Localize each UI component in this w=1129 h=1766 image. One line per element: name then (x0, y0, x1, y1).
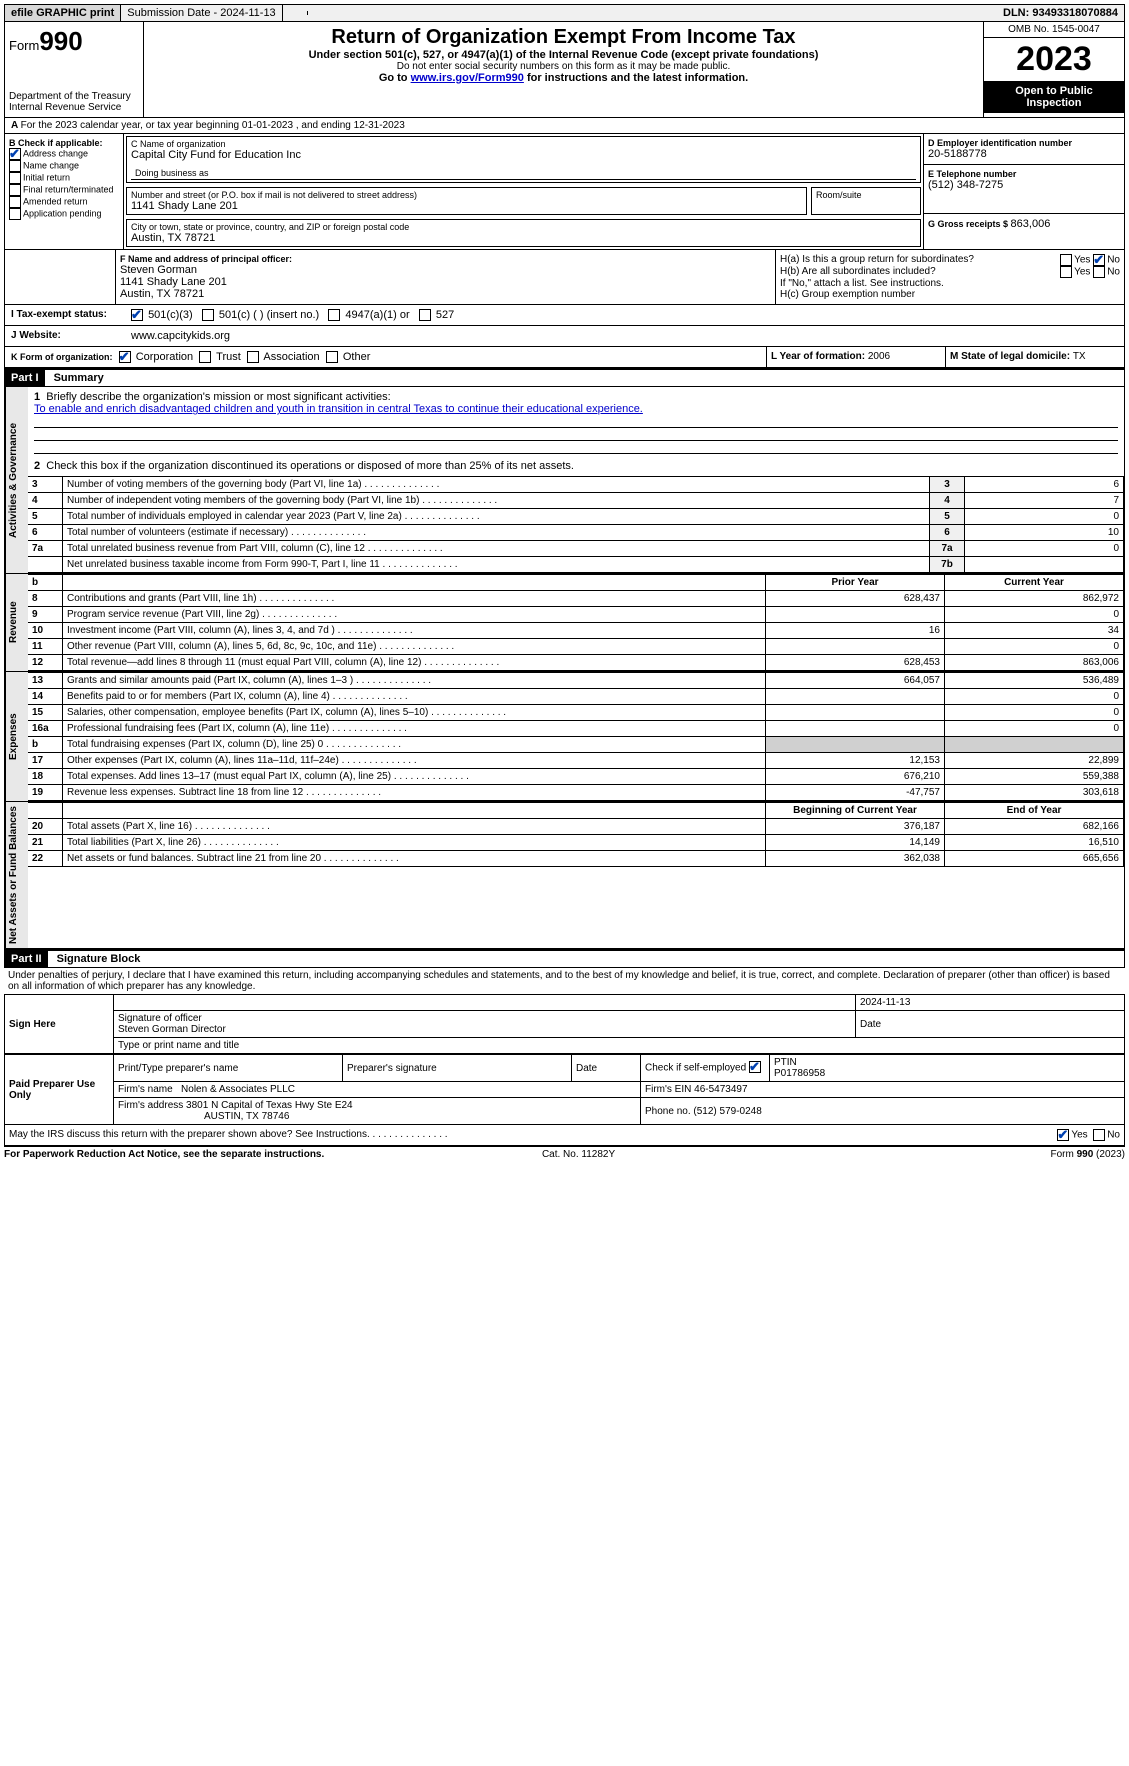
klm-row: K Form of organization: Corporation Trus… (4, 347, 1125, 368)
website-value: www.capcitykids.org (131, 330, 230, 342)
firm-addr1: 3801 N Capital of Texas Hwy Ste E24 (186, 1100, 353, 1111)
checkbox-other[interactable] (326, 351, 338, 363)
governance-table: 3 Number of voting members of the govern… (28, 476, 1124, 573)
tax-exempt-row: I Tax-exempt status: 501(c)(3) 501(c) ( … (4, 305, 1125, 326)
state-domicile: TX (1073, 351, 1086, 362)
subtitle-section: Under section 501(c), 527, or 4947(a)(1)… (148, 49, 979, 61)
paid-preparer-label: Paid Preparer Use Only (5, 1055, 114, 1125)
part1-header: Part I Summary (4, 368, 1125, 387)
vlabel-expenses: Expenses (5, 672, 28, 801)
vlabel-netassets: Net Assets or Fund Balances (5, 802, 28, 948)
sign-here-label: Sign Here (5, 995, 114, 1054)
netassets-section: Net Assets or Fund Balances Beginning of… (4, 802, 1125, 949)
form-header: Form990 Department of the Treasury Inter… (4, 22, 1125, 118)
form990-link[interactable]: www.irs.gov/Form990 (411, 72, 524, 84)
checkbox-ha-no[interactable] (1093, 254, 1105, 266)
firm-phone: (512) 579-0248 (693, 1106, 761, 1117)
box-d-e-g: D Employer identification number 20-5188… (923, 134, 1124, 249)
dept-treasury: Department of the Treasury (9, 91, 139, 102)
officer-name: Steven Gorman (120, 264, 771, 276)
firm-name: Nolen & Associates PLLC (181, 1084, 295, 1095)
checkbox-trust[interactable] (199, 351, 211, 363)
top-toolbar: efile GRAPHIC print Submission Date - 20… (4, 4, 1125, 22)
checkbox-527[interactable] (419, 309, 431, 321)
officer-signature-name: Steven Gorman Director (118, 1024, 226, 1035)
org-street: 1141 Shady Lane 201 (131, 200, 802, 212)
checkbox-name-change[interactable] (9, 160, 21, 172)
officer-group-block: F Name and address of principal officer:… (4, 250, 1125, 305)
ssn-warning: Do not enter social security numbers on … (148, 61, 979, 72)
vlabel-governance: Activities & Governance (5, 387, 28, 573)
checkbox-corporation[interactable] (119, 351, 131, 363)
checkbox-hb-yes[interactable] (1060, 266, 1072, 278)
checkbox-discuss-no[interactable] (1093, 1129, 1105, 1141)
discuss-row: May the IRS discuss this return with the… (4, 1125, 1125, 1146)
part1-body: Activities & Governance 1 Briefly descri… (4, 387, 1125, 574)
perjury-declaration: Under penalties of perjury, I declare th… (4, 968, 1125, 994)
website-row: J Website: www.capcitykids.org (4, 326, 1125, 347)
officer-addr1: 1141 Shady Lane 201 (120, 276, 771, 288)
revenue-section: Revenue b Prior Year Current Year8 Contr… (4, 574, 1125, 672)
signature-table: Sign Here 2024-11-13 Signature of office… (4, 994, 1125, 1054)
gross-receipts: 863,006 (1011, 218, 1051, 230)
part2-header: Part II Signature Block (4, 949, 1125, 968)
expenses-table: 13 Grants and similar amounts paid (Part… (28, 672, 1124, 801)
entity-info-block: B Check if applicable: Address change Na… (4, 134, 1125, 250)
firm-addr2: AUSTIN, TX 78746 (204, 1111, 289, 1122)
form-title: Return of Organization Exempt From Incom… (148, 26, 979, 49)
expenses-section: Expenses 13 Grants and similar amounts p… (4, 672, 1125, 802)
page-footer: For Paperwork Reduction Act Notice, see … (4, 1146, 1125, 1160)
efile-print-button[interactable]: efile GRAPHIC print (5, 5, 121, 21)
ein-value: 20-5188778 (928, 148, 1120, 160)
checkbox-discuss-yes[interactable] (1057, 1129, 1069, 1141)
org-city: Austin, TX 78721 (131, 232, 916, 244)
year-formation: 2006 (868, 351, 890, 362)
netassets-table: Beginning of Current Year End of Year20 … (28, 802, 1124, 867)
form-number: Form990 (9, 26, 139, 57)
paid-preparer-table: Paid Preparer Use Only Print/Type prepar… (4, 1054, 1125, 1125)
checkbox-501c[interactable] (202, 309, 214, 321)
mission-text: To enable and enrich disadvantaged child… (34, 403, 643, 415)
org-name: Capital City Fund for Education Inc (131, 149, 916, 161)
instructions-link-row: Go to www.irs.gov/Form990 for instructio… (148, 72, 979, 84)
box-c-name-address: C Name of organization Capital City Fund… (124, 134, 923, 249)
checkbox-self-employed[interactable] (749, 1061, 761, 1073)
officer-addr2: Austin, TX 78721 (120, 288, 771, 300)
checkbox-hb-no[interactable] (1093, 266, 1105, 278)
irs-label: Internal Revenue Service (9, 102, 139, 113)
checkbox-501c3[interactable] (131, 309, 143, 321)
ptin-value: P01786958 (774, 1068, 825, 1079)
checkbox-ha-yes[interactable] (1060, 254, 1072, 266)
blank-segment (283, 11, 308, 15)
checkbox-4947[interactable] (328, 309, 340, 321)
phone-value: (512) 348-7275 (928, 179, 1120, 191)
vlabel-revenue: Revenue (5, 574, 28, 671)
open-public-badge: Open to Public Inspection (984, 81, 1124, 113)
line-a-tax-year: A For the 2023 calendar year, or tax yea… (4, 118, 1125, 134)
box-b-applicable: B Check if applicable: Address change Na… (5, 134, 124, 249)
checkbox-address-change[interactable] (9, 148, 21, 160)
checkbox-initial-return[interactable] (9, 172, 21, 184)
omb-number: OMB No. 1545-0047 (984, 22, 1124, 38)
firm-ein: 46-5473497 (694, 1084, 747, 1095)
revenue-table: b Prior Year Current Year8 Contributions… (28, 574, 1124, 671)
dln-label: DLN: 93493318070884 (997, 5, 1124, 21)
checkbox-amended-return[interactable] (9, 196, 21, 208)
checkbox-final-return[interactable] (9, 184, 21, 196)
checkbox-association[interactable] (247, 351, 259, 363)
tax-year: 2023 (984, 38, 1124, 81)
sign-date: 2024-11-13 (856, 995, 1125, 1011)
checkbox-application-pending[interactable] (9, 208, 21, 220)
submission-date: Submission Date - 2024-11-13 (121, 5, 282, 21)
